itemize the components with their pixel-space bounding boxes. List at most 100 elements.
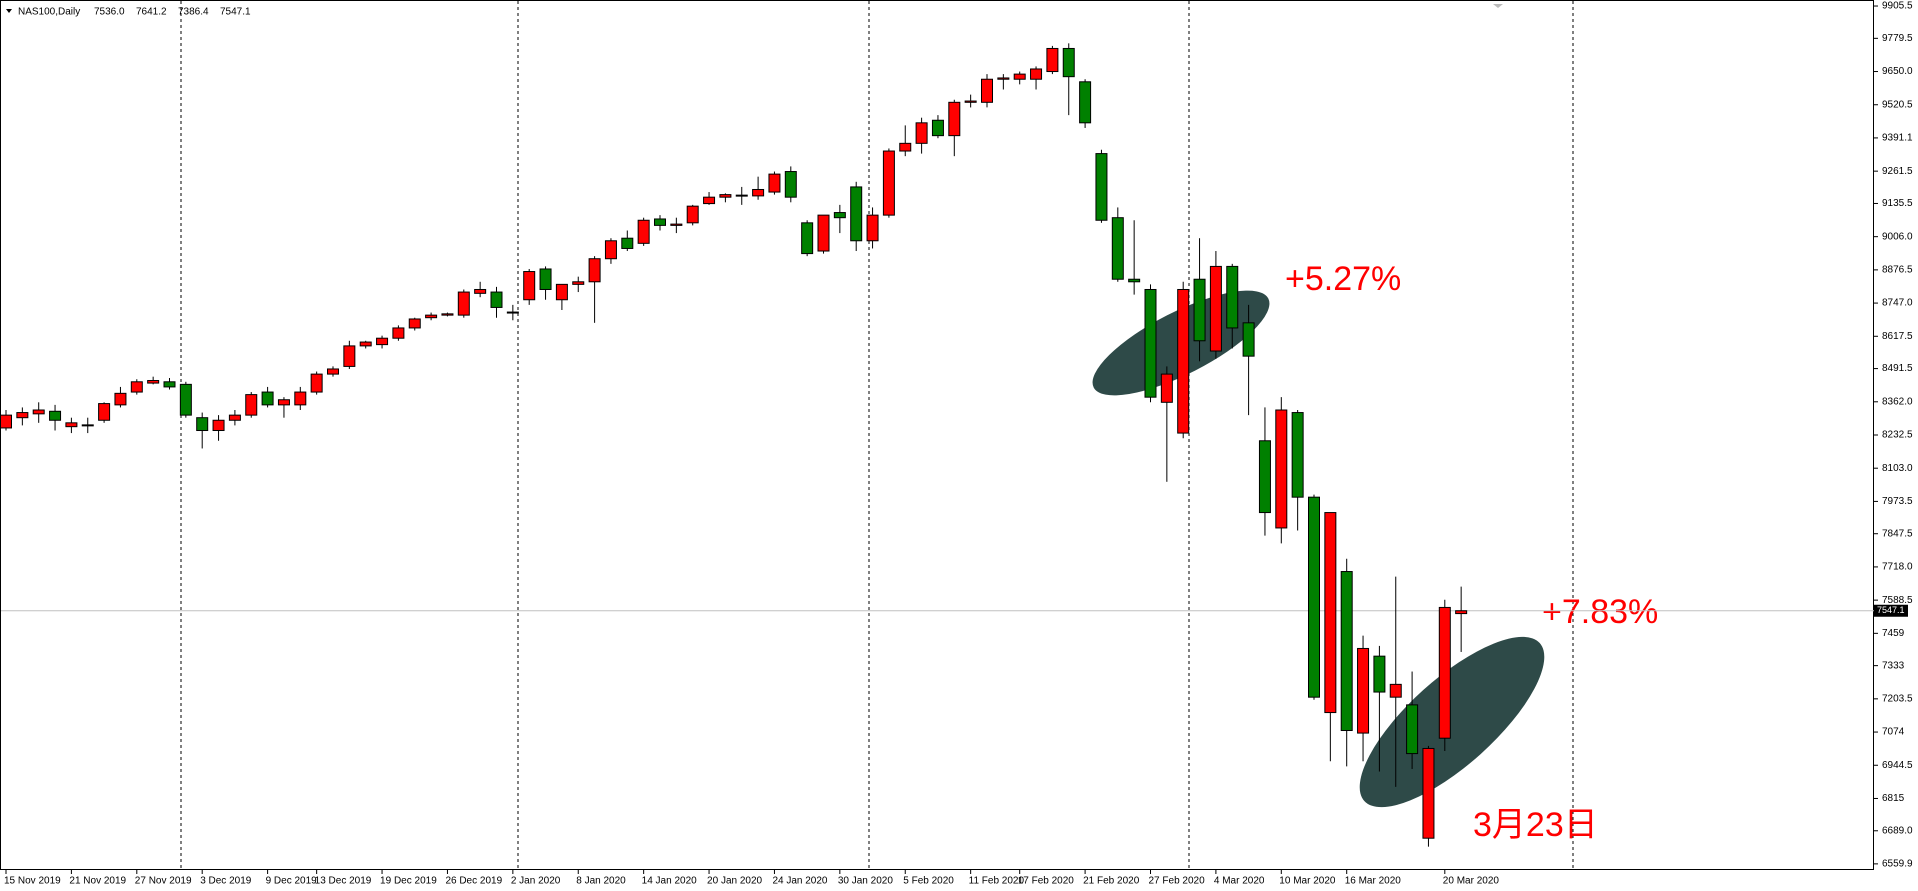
- y-tick-label: 7718.0: [1882, 562, 1913, 573]
- symbol-title: NAS100,Daily: [18, 7, 80, 18]
- candle-body: [1406, 704, 1419, 755]
- x-tick-label: 8 Jan 2020: [576, 876, 626, 887]
- candle-body: [1046, 47, 1059, 73]
- candle-body: [588, 258, 601, 283]
- y-tick-label: 8362.0: [1882, 396, 1913, 407]
- candle-body: [327, 368, 339, 375]
- candle-body: [1095, 153, 1108, 221]
- candle-body: [948, 101, 961, 137]
- candle-body: [163, 381, 176, 388]
- candle-body: [1291, 412, 1304, 498]
- scroll-marker: [1493, 4, 1503, 8]
- candle-body: [261, 391, 274, 406]
- candle-body: [457, 291, 470, 316]
- candle-body: [441, 313, 454, 316]
- y-tick-label: 6815: [1882, 793, 1905, 804]
- candle-body: [768, 173, 781, 193]
- x-tick-label: 9 Dec 2019: [266, 876, 318, 887]
- header-value: 7536.0: [94, 7, 125, 18]
- candle-body: [81, 424, 94, 427]
- candle-body: [931, 119, 944, 137]
- candle-body: [49, 410, 62, 421]
- candle-body: [539, 268, 552, 290]
- candle-body: [1079, 81, 1092, 124]
- candle-body: [1111, 217, 1124, 280]
- x-tick-label: 11 Feb 2020: [969, 876, 1025, 887]
- highlight-ellipse: [1359, 636, 1545, 808]
- candle-body: [65, 422, 78, 428]
- candle-body: [1160, 373, 1173, 403]
- candle-body: [1389, 683, 1402, 698]
- candle-body: [1030, 68, 1043, 80]
- candle-body: [686, 205, 699, 224]
- candle-body: [637, 219, 650, 244]
- candle-body: [621, 237, 634, 249]
- candle-body: [735, 194, 748, 197]
- candle-body: [1242, 322, 1255, 357]
- candle-body: [654, 218, 666, 226]
- x-tick-label: 21 Feb 2020: [1083, 876, 1140, 887]
- candle-body: [1258, 440, 1271, 514]
- candle-body: [98, 403, 111, 421]
- x-tick-label: 26 Dec 2019: [445, 876, 502, 887]
- annotation: 3月23日: [1473, 806, 1598, 844]
- candle-body: [1373, 655, 1386, 693]
- candle-body: [899, 142, 912, 152]
- candle-body: [1193, 278, 1206, 342]
- y-tick-label: 7333: [1882, 660, 1905, 671]
- y-tick-label: 6944.5: [1882, 760, 1913, 771]
- candle-body: [392, 327, 405, 339]
- plot-frame: [0, 0, 1874, 870]
- candle-body: [147, 380, 160, 384]
- x-tick-label: 16 Mar 2020: [1345, 876, 1402, 887]
- y-tick-label: 7203.5: [1882, 693, 1913, 704]
- x-tick-label: 19 Dec 2019: [380, 876, 437, 887]
- candle-body: [1340, 571, 1353, 732]
- x-tick-label: 5 Feb 2020: [903, 876, 954, 887]
- candle-body: [196, 417, 209, 432]
- candle-body: [801, 222, 814, 255]
- x-tick-label: 2 Jan 2020: [511, 876, 561, 887]
- candle-body: [752, 188, 765, 197]
- candle-body: [0, 414, 12, 429]
- candle-body: [572, 281, 585, 285]
- candle-body: [850, 186, 863, 242]
- candle-body: [130, 381, 143, 393]
- x-tick-label: 27 Feb 2020: [1149, 876, 1206, 887]
- candle-body: [359, 341, 372, 347]
- candle-body: [964, 100, 977, 103]
- x-tick-label: 4 Mar 2020: [1214, 876, 1265, 887]
- menu-arrow[interactable]: [6, 9, 12, 13]
- x-tick-label: 17 Feb 2020: [1018, 876, 1075, 887]
- candle-body: [310, 373, 323, 393]
- x-tick-label: 21 Nov 2019: [69, 876, 126, 887]
- candle-body: [425, 314, 438, 319]
- y-tick-label: 7074: [1882, 727, 1905, 738]
- candle-body: [997, 77, 1010, 80]
- candle-body: [817, 214, 830, 252]
- x-tick-label: 20 Mar 2020: [1443, 876, 1500, 887]
- candle-body: [1438, 606, 1451, 739]
- candle-body: [228, 414, 241, 421]
- y-tick-label: 8747.0: [1882, 298, 1913, 309]
- candle-body: [343, 345, 356, 367]
- candle-body: [114, 392, 127, 406]
- x-tick-label: 15 Nov 2019: [4, 876, 61, 887]
- candle-body: [555, 283, 568, 301]
- x-tick-label: 30 Jan 2020: [838, 876, 893, 887]
- y-tick-label: 7973.5: [1882, 496, 1913, 507]
- candle-body: [474, 288, 487, 294]
- y-tick-label: 9650.0: [1882, 66, 1913, 77]
- y-tick-label: 8876.5: [1882, 265, 1913, 276]
- y-tick-label: 9779.5: [1882, 33, 1913, 44]
- candle-body: [915, 122, 928, 144]
- candle-body: [506, 311, 519, 314]
- candle-body: [719, 194, 732, 198]
- x-tick-label: 14 Jan 2020: [642, 876, 697, 887]
- candle-body: [670, 223, 683, 226]
- y-tick-label: 9905.5: [1882, 1, 1913, 12]
- last-price-box: [1874, 604, 1908, 617]
- candle-body: [490, 291, 503, 308]
